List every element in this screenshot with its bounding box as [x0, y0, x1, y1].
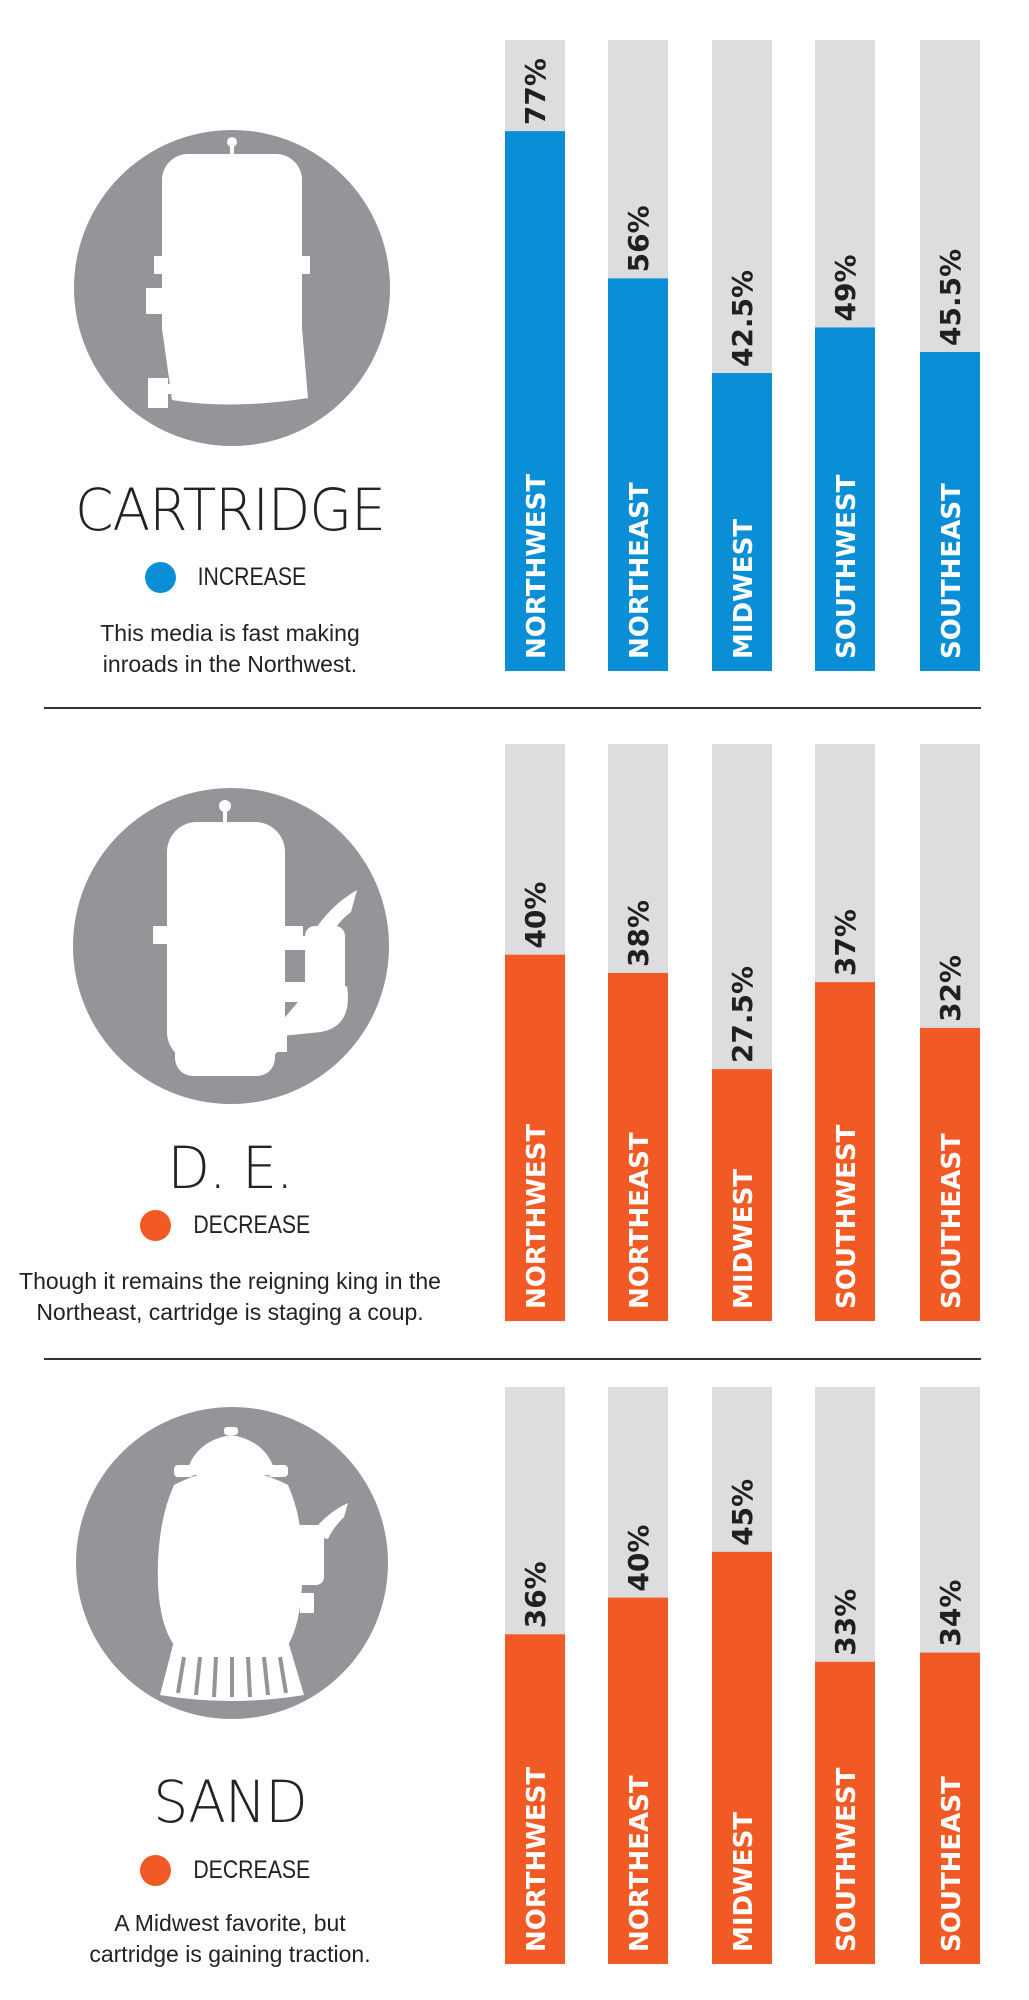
value-label: 45% — [726, 1479, 759, 1546]
legend-label: DECREASE — [193, 1211, 310, 1239]
description: Though it remains the reigning king in t… — [10, 1266, 450, 1328]
value-label: 45.5% — [934, 249, 967, 346]
description-line: inroads in the Northwest. — [102, 651, 358, 677]
bar-southwest — [815, 327, 875, 671]
divider — [44, 1358, 981, 1360]
legend: DECREASE — [30, 1855, 430, 1886]
category-label: MIDWEST — [729, 1169, 759, 1309]
category-label: NORTHEAST — [625, 1775, 655, 1952]
cartridge-filter-icon — [74, 130, 390, 446]
category-label: NORTHWEST — [522, 474, 552, 659]
category-label: SOUTHWEST — [832, 1124, 862, 1309]
description: A Midwest favorite, but cartridge is gai… — [10, 1908, 450, 1970]
value-label: 56% — [622, 205, 655, 272]
bar-southwest — [815, 982, 875, 1321]
category-label: NORTHWEST — [522, 1124, 552, 1309]
divider — [44, 707, 981, 709]
value-label: 37% — [829, 909, 862, 976]
value-label: 42.5% — [726, 270, 759, 367]
bar-northwest — [505, 131, 565, 672]
bar-southeast — [920, 1652, 980, 1964]
legend-label: DECREASE — [193, 1856, 310, 1884]
category-label: NORTHWEST — [522, 1767, 552, 1952]
bar-midwest — [712, 373, 772, 671]
value-label: 40% — [622, 1525, 655, 1592]
category-label: MIDWEST — [729, 1812, 759, 1952]
value-label: 32% — [934, 955, 967, 1022]
value-label: 38% — [622, 900, 655, 967]
description-line: This media is fast making — [100, 620, 360, 646]
category-label: SOUTHEAST — [937, 483, 967, 659]
category-label: NORTHEAST — [625, 482, 655, 659]
chart-title: CARTRIDGE — [74, 476, 386, 544]
description: This media is fast making inroads in the… — [10, 618, 450, 680]
bar-midwest — [712, 1069, 772, 1321]
category-label: SOUTHEAST — [937, 1776, 967, 1952]
bar-southeast — [920, 351, 980, 671]
category-label: SOUTHWEST — [832, 474, 862, 659]
value-label: 27.5% — [726, 966, 759, 1063]
category-label: MIDWEST — [729, 519, 759, 659]
value-label: 77% — [519, 58, 552, 125]
category-label: SOUTHEAST — [937, 1133, 967, 1309]
legend: INCREASE — [30, 562, 430, 593]
legend: DECREASE — [30, 1210, 430, 1241]
bar-midwest — [712, 1551, 772, 1964]
category-label: SOUTHWEST — [832, 1767, 862, 1952]
bar-southwest — [815, 1661, 875, 1964]
sand-filter-icon — [76, 1407, 388, 1719]
legend-label: INCREASE — [197, 563, 306, 591]
chart-title: SAND — [153, 1768, 307, 1836]
chart-title: D. E. — [167, 1134, 293, 1202]
bar-northeast — [608, 278, 668, 671]
value-label: 49% — [829, 254, 862, 321]
increase-legend-dot — [144, 562, 176, 593]
description-line: cartridge is gaining traction. — [89, 1941, 371, 1967]
decrease-legend-dot — [139, 1210, 171, 1241]
description-line: Though it remains the reigning king in t… — [19, 1268, 441, 1294]
bar-northwest — [505, 954, 565, 1321]
value-label: 33% — [829, 1589, 862, 1656]
bar-northeast — [608, 1597, 668, 1964]
description-line: Northeast, cartridge is staging a coup. — [36, 1299, 424, 1325]
bar-northeast — [608, 972, 668, 1321]
value-label: 34% — [934, 1580, 967, 1647]
category-label: NORTHEAST — [625, 1132, 655, 1309]
bar-southeast — [920, 1027, 980, 1321]
value-label: 40% — [519, 882, 552, 949]
bar-northwest — [505, 1634, 565, 1964]
value-label: 36% — [519, 1561, 552, 1628]
de-filter-icon — [73, 788, 389, 1104]
description-line: A Midwest favorite, but — [114, 1910, 346, 1936]
decrease-legend-dot — [139, 1855, 171, 1886]
